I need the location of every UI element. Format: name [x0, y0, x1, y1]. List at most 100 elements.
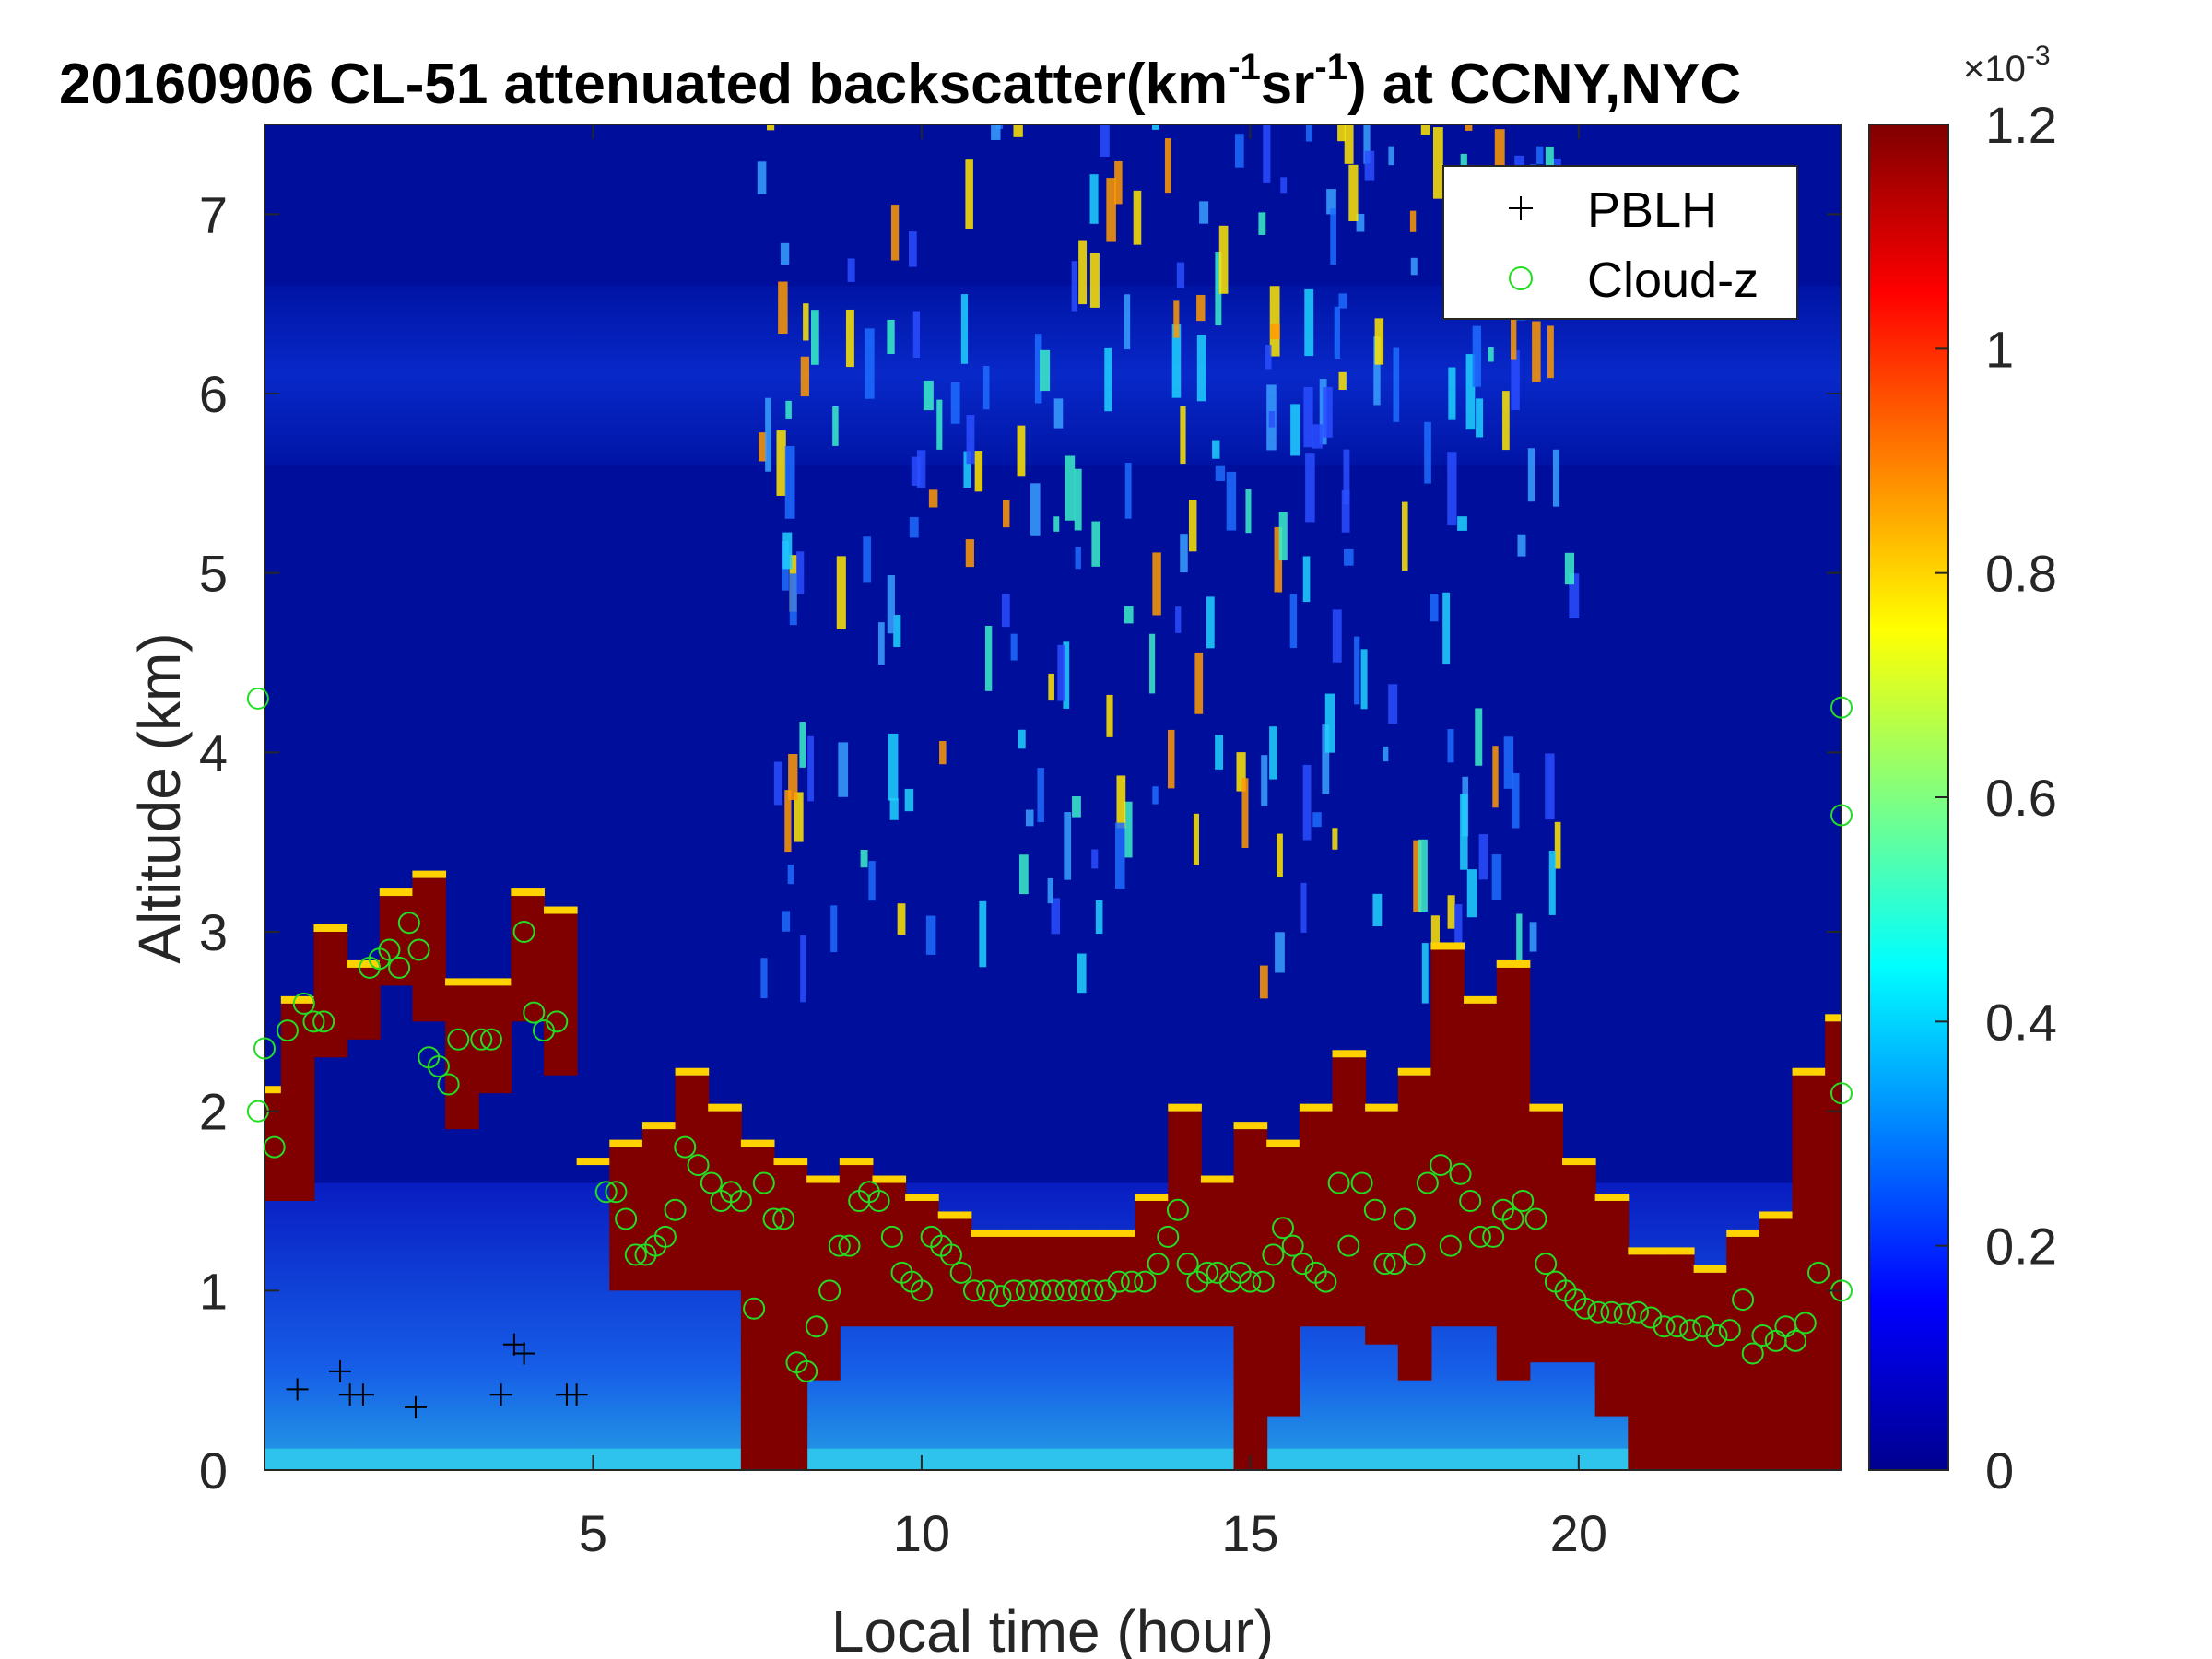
- cloud-z-markers: [246, 687, 1853, 1382]
- cloud-z-point: [828, 1234, 851, 1257]
- cloud-z-point: [1121, 1270, 1144, 1293]
- cloud-z-point: [1239, 1270, 1262, 1293]
- cloud-streak: [1569, 573, 1580, 619]
- cloud-z-point: [1373, 1253, 1396, 1276]
- cloud-z-point: [1439, 1234, 1462, 1257]
- cloud-layer-column: [265, 1093, 282, 1201]
- cloud-z-point: [624, 1243, 647, 1266]
- cloud-streak: [966, 415, 975, 465]
- cloud-layer-column: [1628, 1254, 1662, 1470]
- cloud-layer-edge: [1628, 1247, 1662, 1255]
- cloud-streak: [782, 911, 791, 932]
- cloud-z-point: [546, 1010, 569, 1033]
- cloud-streak: [1245, 489, 1252, 534]
- cloud-streak: [1511, 350, 1520, 411]
- cloud-layer-column: [773, 1165, 808, 1470]
- cloud-z-point: [752, 1171, 775, 1194]
- cloud-streak: [1382, 746, 1389, 762]
- cloud-streak: [1354, 636, 1360, 705]
- cloud-streak: [1552, 449, 1560, 507]
- cloud-streak: [1304, 288, 1314, 357]
- y-axis-label: Altitude (km): [126, 632, 193, 963]
- cloud-streak: [1503, 736, 1514, 789]
- cloud-z-point: [1157, 1225, 1180, 1248]
- cloud-streak: [1265, 344, 1272, 370]
- cloud-z-point: [1784, 1329, 1807, 1352]
- cloud-streak: [1413, 840, 1422, 912]
- cloud-z-point: [1705, 1324, 1728, 1347]
- cloud-streak: [1259, 965, 1268, 999]
- cloud-streak: [807, 735, 814, 802]
- cloud-streak: [1454, 904, 1463, 971]
- cloud-streak: [1373, 336, 1381, 406]
- cloud-streak: [1133, 190, 1142, 245]
- cloud-streak: [1176, 262, 1185, 288]
- cloud-streak: [773, 761, 782, 806]
- cloud-layer-edge: [1365, 1103, 1399, 1112]
- cloud-streak: [838, 742, 849, 797]
- cloud-z-point: [1327, 1171, 1350, 1194]
- cloud-streak: [1363, 124, 1371, 164]
- cloud-z-point: [910, 1279, 933, 1302]
- cloud-z-point: [1196, 1261, 1219, 1284]
- cloud-z-point: [1134, 1270, 1157, 1293]
- cloud-streak: [794, 792, 804, 842]
- cloud-z-point: [1807, 1261, 1830, 1284]
- cloud-streak: [1465, 124, 1473, 131]
- cloud-streak: [1002, 500, 1010, 528]
- cloud-streak: [1491, 854, 1502, 900]
- cloud-z-point: [1830, 1082, 1853, 1105]
- cloud-layer-column: [1562, 1165, 1596, 1363]
- legend-pblh-marker: [1509, 196, 1533, 220]
- cloud-streak: [1332, 609, 1342, 663]
- cloud-layer-edge: [641, 1122, 677, 1130]
- cloud-z-point: [1350, 1171, 1373, 1194]
- cloud-streak: [845, 309, 854, 368]
- cloud-layer-column: [313, 932, 348, 1058]
- cloud-streak: [765, 397, 771, 472]
- cloud-streak: [1241, 778, 1249, 848]
- cloud-streak: [1393, 347, 1400, 422]
- cloud-streak: [1030, 483, 1041, 536]
- cloud-streak: [830, 905, 838, 953]
- cloud-layer-column: [1594, 1201, 1630, 1417]
- cloud-layer-edge: [839, 1158, 874, 1166]
- cloud-z-point: [1830, 804, 1853, 827]
- cloud-streak: [780, 242, 790, 265]
- cloud-streak: [1532, 321, 1541, 382]
- cloud-layer-edge: [1693, 1265, 1728, 1273]
- cloud-streak: [1476, 398, 1484, 438]
- cloud-streak: [877, 622, 885, 665]
- cloud-layer-column: [511, 896, 545, 1022]
- cloud-streak: [1152, 552, 1161, 616]
- cloud-z-point: [989, 1285, 1012, 1308]
- cloud-z-point: [1176, 1253, 1199, 1276]
- cloud-layer-column: [280, 1003, 315, 1201]
- cloud-streak: [1343, 449, 1350, 505]
- cloud-streak: [1180, 534, 1188, 573]
- cloud-z-point: [880, 1225, 903, 1248]
- cloud-z-point: [743, 1297, 766, 1320]
- cloud-z-point: [653, 1225, 677, 1248]
- cloud-streak: [925, 915, 936, 955]
- cloud-streak: [1116, 775, 1126, 829]
- cloud-z-point: [378, 938, 401, 961]
- cloud-streak: [1171, 324, 1182, 398]
- cloud-z-point: [1430, 1154, 1453, 1177]
- cloud-z-point: [1107, 1270, 1130, 1293]
- cloud-z-point: [838, 1234, 861, 1257]
- cloud-streak: [1448, 367, 1456, 420]
- cloud-layer-edge: [708, 1103, 742, 1112]
- pblh-point: [328, 1359, 351, 1382]
- cloud-streak: [1277, 833, 1283, 877]
- cloud-layer-column: [1365, 1111, 1399, 1345]
- cloud-streak: [1065, 455, 1076, 521]
- cloud-streak: [1303, 387, 1313, 448]
- cloud-z-point: [1587, 1300, 1610, 1324]
- cloud-z-point: [437, 1073, 460, 1096]
- legend: PBLH Cloud-z: [1442, 165, 1798, 320]
- pblh-point: [512, 1342, 535, 1365]
- cloud-streak: [796, 551, 805, 594]
- cloud-z-point: [1600, 1300, 1623, 1324]
- cloud-streak: [1270, 324, 1280, 340]
